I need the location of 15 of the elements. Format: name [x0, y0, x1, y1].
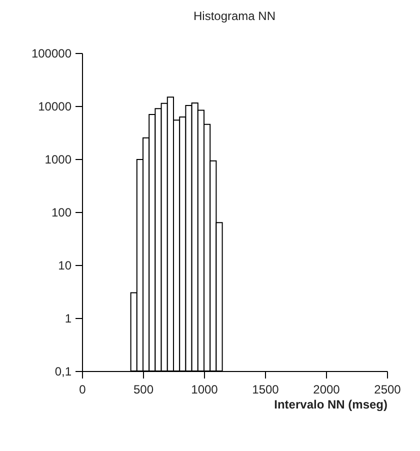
chart-title: Histograma NN	[193, 9, 276, 23]
x-tick-label: 500	[133, 382, 154, 396]
x-axis-title: Intervalo NN (mseg)	[274, 398, 388, 412]
x-tick-label: 2500	[374, 382, 402, 396]
y-tick-label: 1	[64, 312, 72, 326]
y-tick-label: 10000	[38, 100, 72, 114]
x-tick-label: 2000	[313, 382, 340, 396]
y-tick-label: 10	[58, 258, 72, 272]
x-tick-label: 1500	[252, 382, 280, 396]
y-tick-label: 0,1	[54, 364, 72, 378]
x-tick-label: 1000	[191, 382, 218, 396]
y-tick-label: 100	[51, 206, 72, 220]
y-tick-label: 100000	[31, 46, 72, 60]
y-tick-label: 1000	[44, 152, 72, 166]
x-tick-label: 0	[79, 382, 86, 396]
